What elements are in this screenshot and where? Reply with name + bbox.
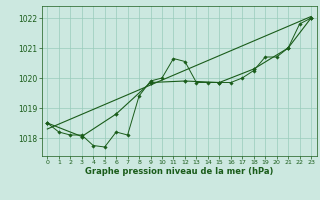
X-axis label: Graphe pression niveau de la mer (hPa): Graphe pression niveau de la mer (hPa): [85, 167, 273, 176]
